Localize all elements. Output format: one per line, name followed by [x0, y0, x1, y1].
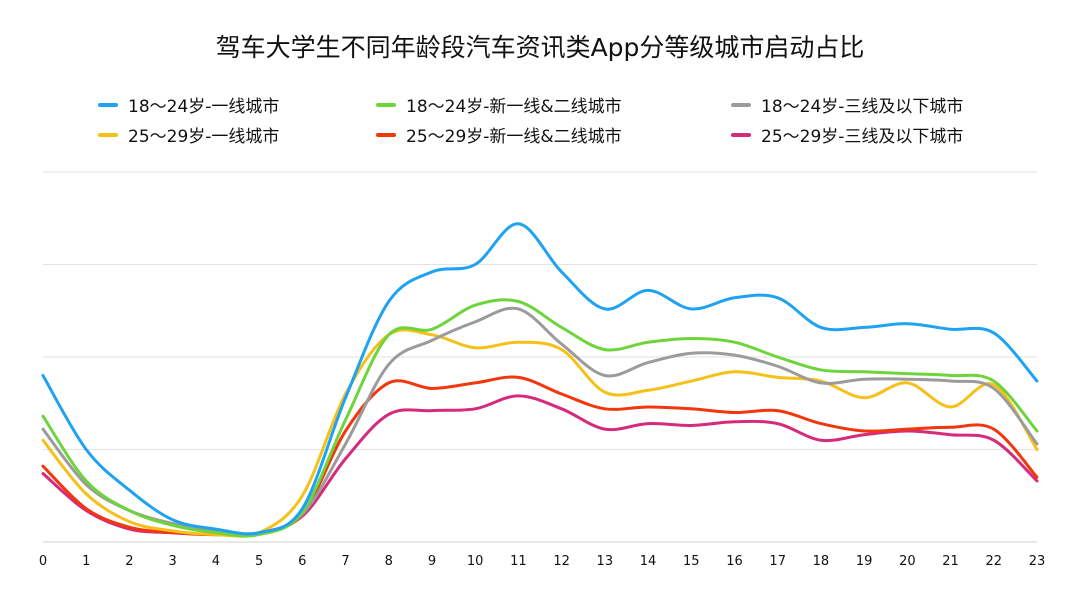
- legend-label-5: 25～29岁-三线及以下城市: [761, 127, 964, 147]
- legend-label-1: 18～24岁-新一线&二线城市: [406, 97, 622, 117]
- legend-item-series-2: 18～24岁-三线及以下城市: [731, 92, 963, 117]
- x-tick-label-20: 20: [899, 554, 916, 569]
- x-tick-label-13: 13: [597, 554, 614, 569]
- x-tick-label-18: 18: [813, 554, 830, 569]
- x-tick-label-2: 2: [125, 554, 133, 569]
- legend-swatch-2: [731, 102, 751, 107]
- series-line-1: [41, 298, 1039, 538]
- series-line-2: [41, 306, 1039, 536]
- legend-item-series-1: 18～24岁-新一线&二线城市: [376, 92, 622, 117]
- x-tick-label-4: 4: [212, 554, 220, 569]
- legend-item-series-4: 25～29岁-新一线&二线城市: [376, 122, 622, 147]
- x-tick-label-5: 5: [255, 554, 263, 569]
- x-tick-label-0: 0: [39, 554, 47, 569]
- legend-swatch-1: [376, 102, 396, 107]
- x-tick-label-16: 16: [726, 554, 743, 569]
- legend-swatch-0: [98, 102, 118, 107]
- chart-title: 驾车大学生不同年龄段汽车资讯类App分等级城市启动占比: [215, 33, 865, 62]
- legend-label-3: 25～29岁-一线城市: [128, 127, 280, 147]
- x-tick-label-14: 14: [640, 554, 657, 569]
- x-tick-label-15: 15: [683, 554, 700, 569]
- legend-label-2: 18～24岁-三线及以下城市: [761, 97, 964, 117]
- x-tick-label-11: 11: [510, 554, 527, 569]
- x-tick-label-19: 19: [856, 554, 873, 569]
- legend-label-4: 25～29岁-新一线&二线城市: [406, 127, 622, 147]
- x-tick-label-9: 9: [428, 554, 436, 569]
- series-line-0: [41, 222, 1039, 536]
- legend-item-series-3: 25～29岁-一线城市: [98, 122, 279, 147]
- x-tick-label-10: 10: [467, 554, 484, 569]
- legend-swatch-4: [376, 132, 396, 137]
- legend-swatch-3: [98, 132, 118, 137]
- x-tick-label-1: 1: [82, 554, 90, 569]
- series-line-3: [41, 328, 1039, 538]
- x-tick-label-22: 22: [986, 554, 1003, 569]
- x-tick-label-23: 23: [1029, 554, 1046, 569]
- x-tick-label-7: 7: [341, 554, 349, 569]
- x-tick-label-17: 17: [769, 554, 786, 569]
- legend-swatch-5: [731, 132, 751, 137]
- x-tick-label-3: 3: [169, 554, 177, 569]
- x-tick-label-6: 6: [298, 554, 306, 569]
- legend: 18～24岁-一线城市 18～24岁-新一线&二线城市 18～24岁-三线及以下…: [0, 92, 1080, 152]
- legend-label-0: 18～24岁-一线城市: [128, 97, 280, 117]
- x-tick-label-12: 12: [553, 554, 570, 569]
- x-tick-label-21: 21: [942, 554, 959, 569]
- series-line-5: [41, 394, 1039, 537]
- legend-item-series-0: 18～24岁-一线城市: [98, 92, 279, 117]
- legend-item-series-5: 25～29岁-三线及以下城市: [731, 122, 963, 147]
- x-tick-label-8: 8: [385, 554, 393, 569]
